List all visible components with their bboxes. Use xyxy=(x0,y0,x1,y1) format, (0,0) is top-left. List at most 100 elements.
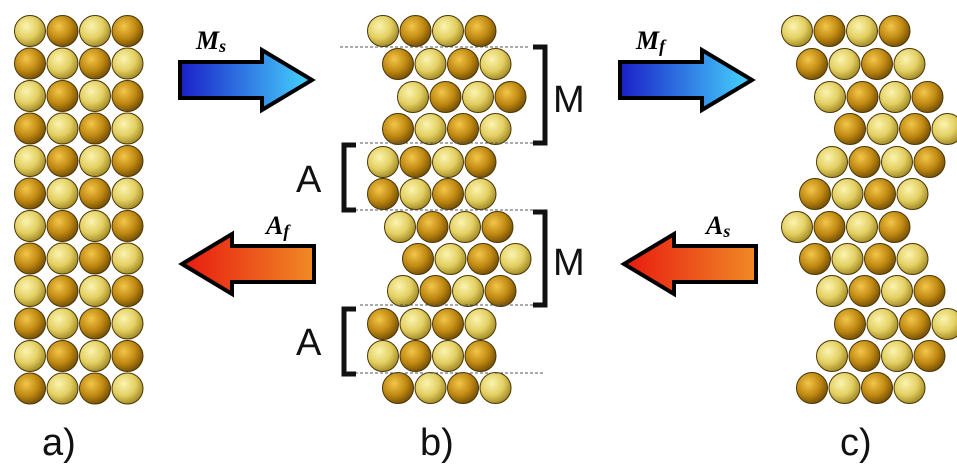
ms-arrow-shape xyxy=(178,46,316,114)
atom xyxy=(14,80,46,112)
atom xyxy=(464,340,497,372)
atom xyxy=(931,113,957,145)
atom xyxy=(796,372,828,404)
atom xyxy=(367,15,399,47)
af-arrow-label: Af xyxy=(264,211,291,241)
atom xyxy=(848,275,881,307)
atom xyxy=(781,211,813,243)
atom xyxy=(79,112,111,145)
atom xyxy=(931,308,957,340)
atom xyxy=(79,145,111,177)
atom xyxy=(111,112,144,145)
bracket-shape xyxy=(341,306,356,377)
atom xyxy=(913,340,946,372)
bracket-a-bottom: A xyxy=(296,306,356,377)
atom xyxy=(846,81,879,113)
atom xyxy=(796,48,828,80)
atom xyxy=(46,210,79,242)
atom xyxy=(432,178,464,210)
atom xyxy=(447,113,479,145)
atom xyxy=(46,242,79,275)
atom xyxy=(382,48,414,80)
atom xyxy=(79,275,111,307)
as-arrow-label: As xyxy=(704,211,730,241)
atom xyxy=(79,307,111,340)
atom xyxy=(828,372,861,404)
atom xyxy=(111,307,144,340)
atom xyxy=(111,145,144,177)
atom xyxy=(46,275,79,307)
bracket-label: M xyxy=(553,242,585,284)
atom xyxy=(434,243,467,275)
atom xyxy=(846,15,878,47)
atom xyxy=(464,15,497,47)
ms-arrow-label: Ms xyxy=(195,26,226,56)
atom xyxy=(464,178,497,210)
as-arrow-shape xyxy=(620,230,758,298)
atom xyxy=(432,15,464,47)
panel-a-austenite xyxy=(14,15,144,405)
atom xyxy=(79,177,111,210)
panel-b-mixed xyxy=(367,15,532,404)
atom xyxy=(111,80,144,112)
caption-a: a) xyxy=(42,422,76,464)
atom xyxy=(834,113,866,145)
atom xyxy=(484,275,517,307)
atom xyxy=(14,15,46,47)
layer-divider-lines xyxy=(340,46,545,374)
atom xyxy=(399,308,432,340)
atom xyxy=(419,275,452,307)
atom xyxy=(878,211,911,243)
atom xyxy=(397,81,429,113)
atom xyxy=(111,372,144,405)
atom xyxy=(864,243,896,275)
bracket-label: A xyxy=(296,322,322,364)
atom xyxy=(831,243,864,275)
atom xyxy=(111,177,144,210)
atom xyxy=(79,242,111,275)
atom xyxy=(46,80,79,112)
mf-arrow-label: Mf xyxy=(635,26,667,56)
atom xyxy=(878,15,911,47)
bracket-a-top: A xyxy=(296,142,356,213)
bracket-shape xyxy=(341,142,356,213)
bracket-label: A xyxy=(296,159,322,201)
atom xyxy=(881,340,913,372)
atom xyxy=(399,178,432,210)
panel-c-martensite xyxy=(781,15,957,404)
atom xyxy=(452,275,484,307)
bracket-label: M xyxy=(553,79,585,121)
atom xyxy=(14,242,46,275)
atom xyxy=(781,15,813,47)
atom xyxy=(911,81,944,113)
atom xyxy=(861,48,893,80)
atom xyxy=(479,113,512,145)
atom xyxy=(399,340,432,372)
atom xyxy=(79,80,111,112)
atom xyxy=(14,275,46,307)
atom xyxy=(462,81,494,113)
atom xyxy=(14,145,46,177)
atom xyxy=(881,275,913,307)
bracket-shape xyxy=(533,209,548,308)
atom xyxy=(866,308,899,340)
atom xyxy=(414,113,447,145)
atom xyxy=(367,178,399,210)
atom xyxy=(816,146,848,178)
atom xyxy=(479,48,512,80)
atom xyxy=(432,340,464,372)
atom xyxy=(881,146,913,178)
atom xyxy=(432,146,464,178)
atom xyxy=(382,372,414,404)
caption-c: c) xyxy=(840,422,872,464)
atom xyxy=(416,211,449,243)
atom xyxy=(814,81,846,113)
atom xyxy=(913,275,946,307)
atom xyxy=(467,243,499,275)
atom xyxy=(399,146,432,178)
atom xyxy=(861,372,893,404)
atom xyxy=(846,211,878,243)
atom xyxy=(79,47,111,80)
atom xyxy=(46,372,79,405)
atom xyxy=(402,243,434,275)
